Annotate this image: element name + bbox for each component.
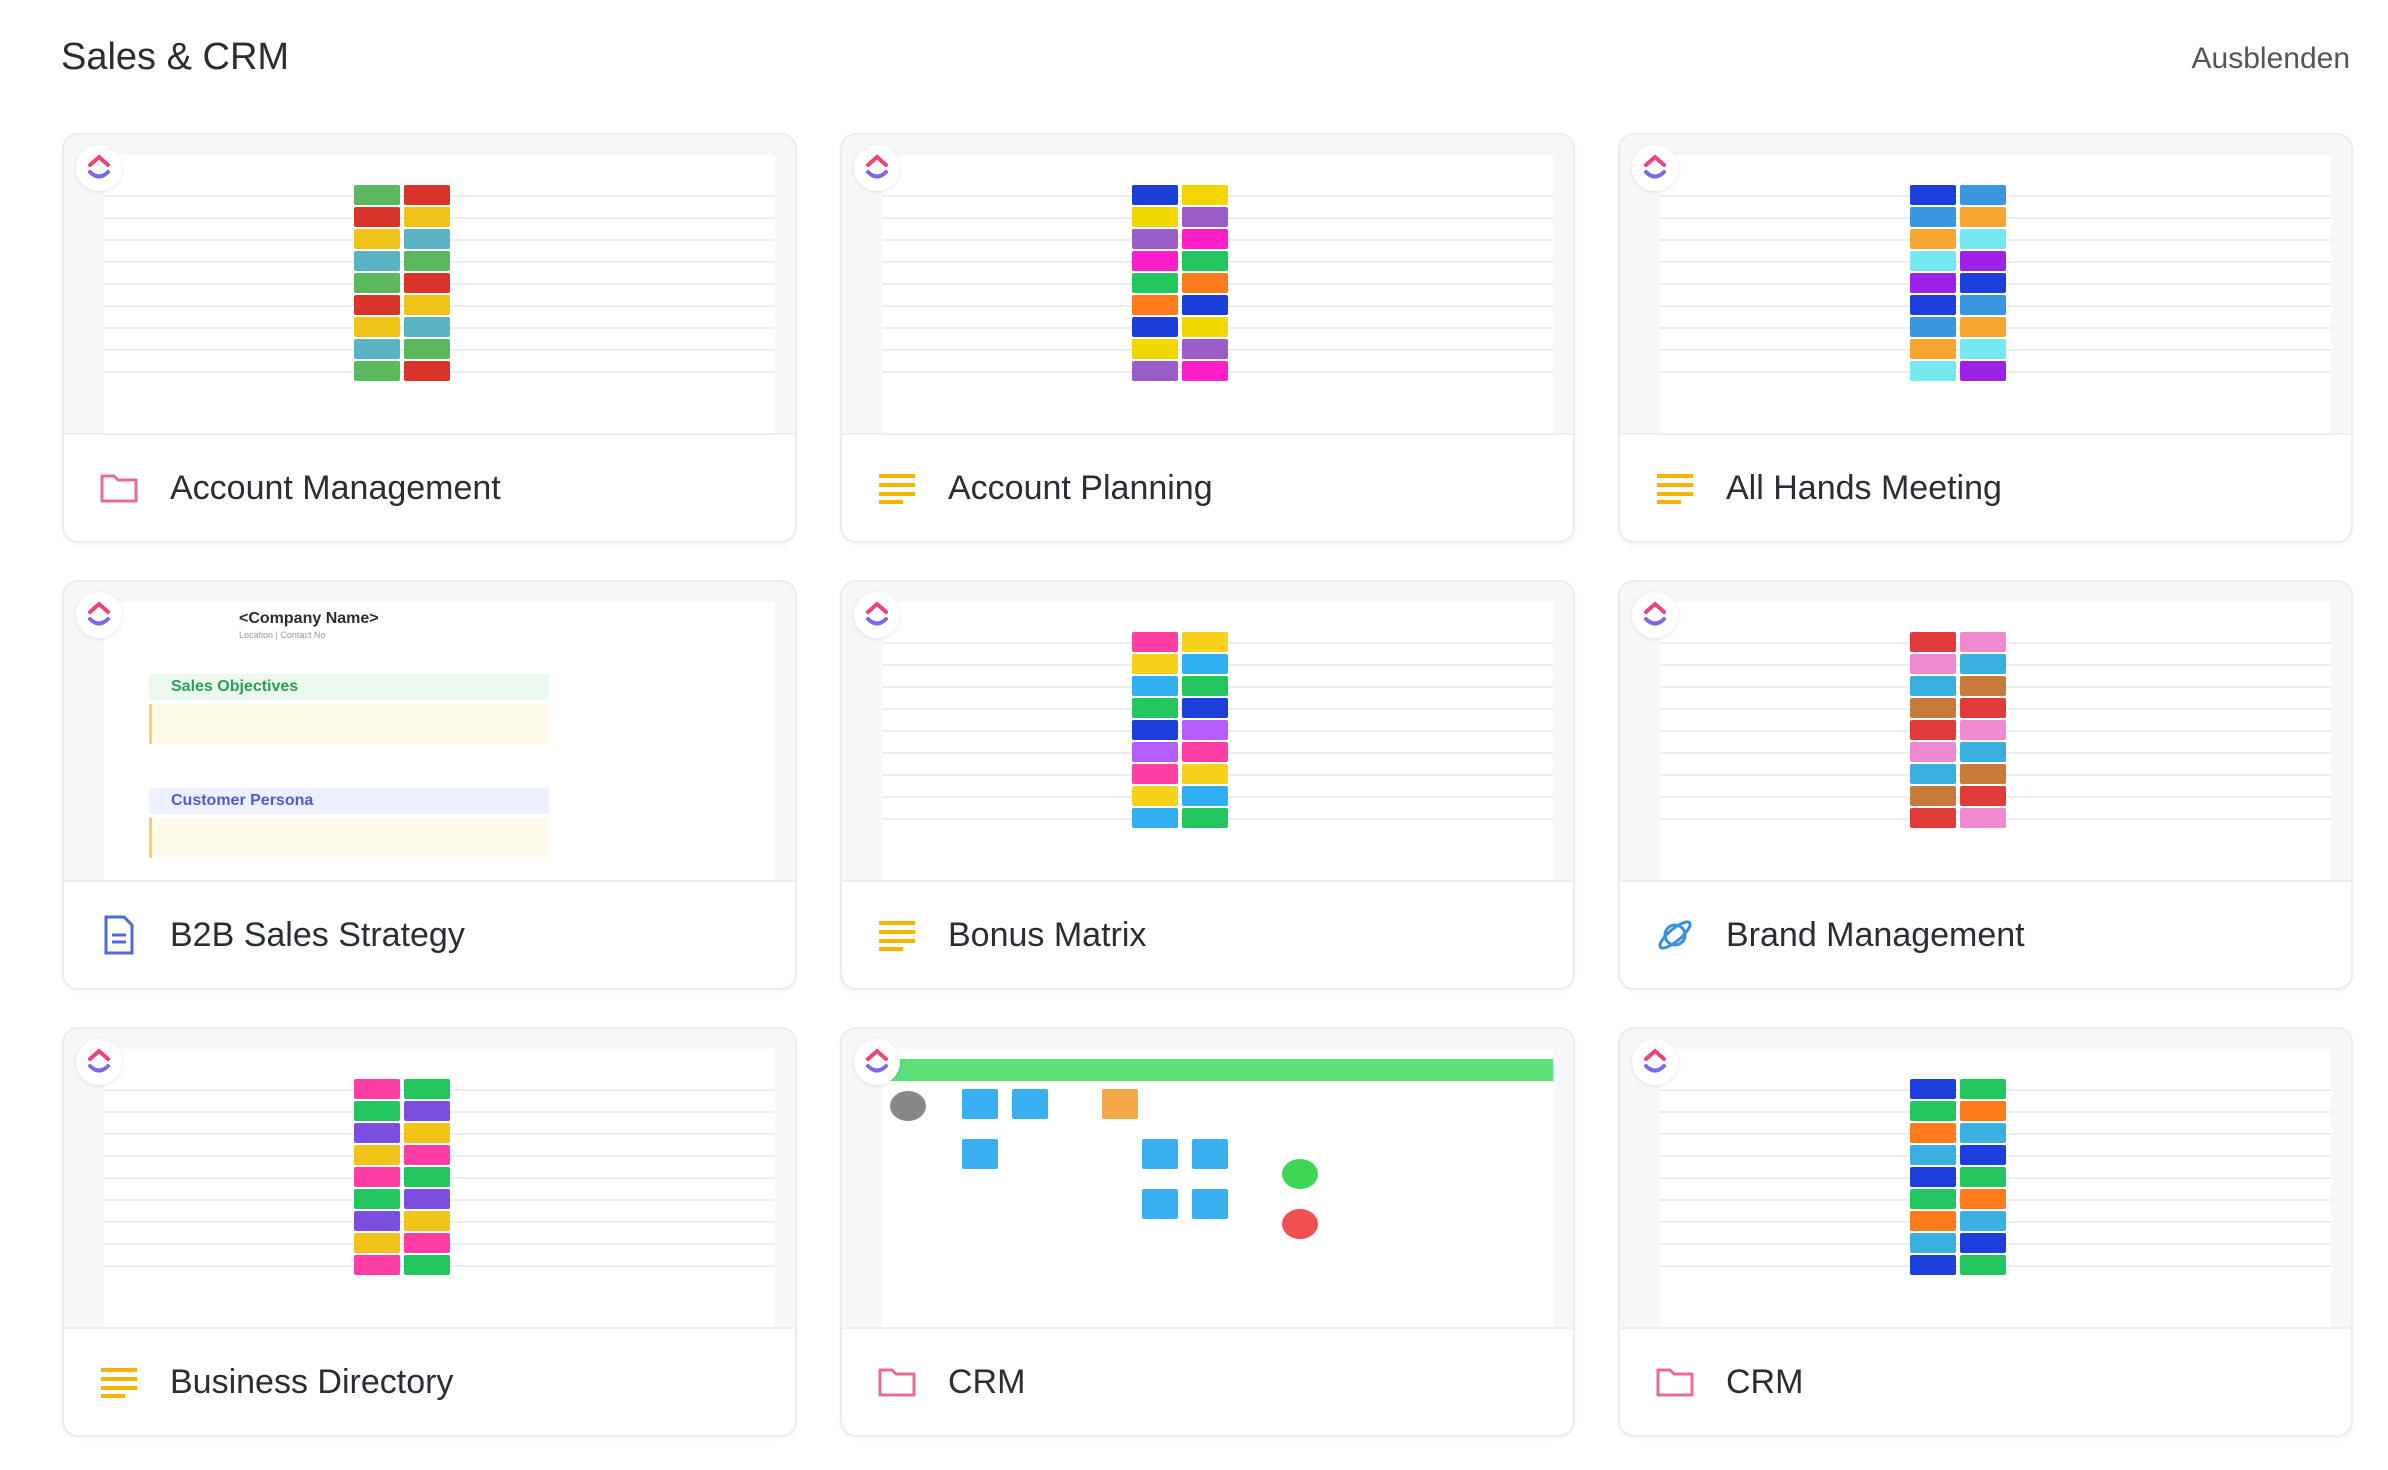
preview-customer-persona: Customer Persona: [149, 788, 549, 814]
template-title: Brand Management: [1726, 915, 2025, 954]
preview-sheet: [1660, 602, 2331, 880]
preview-sheet: [104, 1049, 775, 1327]
template-card[interactable]: Account Planning: [840, 133, 1575, 543]
app-logo-icon: [854, 145, 900, 191]
folder-icon: [876, 1361, 918, 1403]
template-card[interactable]: CRM: [840, 1027, 1575, 1437]
preview-sheet: [104, 155, 775, 433]
template-title: CRM: [948, 1362, 1026, 1401]
preview-sheet: <Company Name> Location | Contact No Sal…: [104, 602, 775, 880]
app-logo-icon: [854, 1039, 900, 1085]
hide-button[interactable]: Ausblenden: [2191, 42, 2350, 75]
app-logo-icon: [76, 1039, 122, 1085]
template-card[interactable]: Bonus Matrix: [840, 580, 1575, 990]
folder-icon: [1654, 1361, 1696, 1403]
template-preview: [64, 135, 795, 435]
template-preview: [842, 582, 1573, 882]
template-preview: [1620, 1029, 2351, 1329]
app-logo-icon: [76, 592, 122, 638]
app-logo-icon: [1632, 592, 1678, 638]
template-title: Bonus Matrix: [948, 915, 1147, 954]
preview-company-sub: Location | Contact No: [239, 630, 326, 640]
app-logo-icon: [1632, 1039, 1678, 1085]
preview-sheet: [1660, 1049, 2331, 1327]
document-icon: [98, 914, 140, 956]
template-title: CRM: [1726, 1362, 1804, 1401]
template-title: B2B Sales Strategy: [170, 915, 465, 954]
folder-icon: [98, 467, 140, 509]
template-preview: [842, 135, 1573, 435]
template-card[interactable]: Business Directory: [62, 1027, 797, 1437]
list-icon: [98, 1361, 140, 1403]
template-preview: [64, 1029, 795, 1329]
list-icon: [876, 914, 918, 956]
preview-company-name: <Company Name>: [239, 610, 379, 627]
template-card[interactable]: CRM: [1618, 1027, 2353, 1437]
template-title: Account Planning: [948, 468, 1213, 507]
template-card[interactable]: Brand Management: [1618, 580, 2353, 990]
app-logo-icon: [76, 145, 122, 191]
template-title: Account Management: [170, 468, 501, 507]
template-title: Business Directory: [170, 1362, 454, 1401]
planet-icon: [1654, 914, 1696, 956]
app-logo-icon: [854, 592, 900, 638]
preview-sales-objectives: Sales Objectives: [149, 674, 549, 700]
app-logo-icon: [1632, 145, 1678, 191]
preview-sheet: [882, 155, 1553, 433]
list-icon: [876, 467, 918, 509]
section-title: Sales & CRM: [61, 36, 290, 78]
preview-sheet: [1660, 155, 2331, 433]
template-card[interactable]: All Hands Meeting: [1618, 133, 2353, 543]
template-title: All Hands Meeting: [1726, 468, 2002, 507]
template-preview: [1620, 135, 2351, 435]
template-preview: [842, 1029, 1573, 1329]
template-preview: <Company Name> Location | Contact No Sal…: [64, 582, 795, 882]
template-preview: [1620, 582, 2351, 882]
list-icon: [1654, 467, 1696, 509]
template-card[interactable]: <Company Name> Location | Contact No Sal…: [62, 580, 797, 990]
preview-sheet: [882, 602, 1553, 880]
preview-sheet: [882, 1049, 1553, 1327]
template-grid: Account Management Account Planning All Ha…: [62, 133, 2353, 1437]
template-card[interactable]: Account Management: [62, 133, 797, 543]
